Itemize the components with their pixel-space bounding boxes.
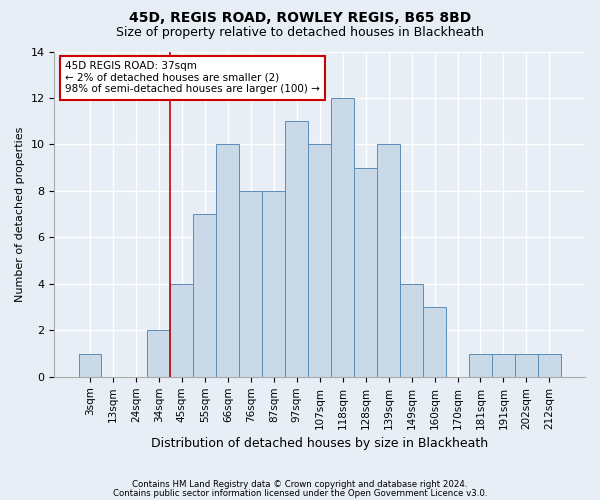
Bar — [79, 354, 101, 377]
Bar — [515, 354, 538, 377]
Text: Contains public sector information licensed under the Open Government Licence v3: Contains public sector information licen… — [113, 489, 487, 498]
Bar — [170, 284, 193, 377]
Bar — [262, 191, 285, 377]
Bar — [193, 214, 217, 377]
Bar — [469, 354, 492, 377]
Text: Contains HM Land Registry data © Crown copyright and database right 2024.: Contains HM Land Registry data © Crown c… — [132, 480, 468, 489]
Bar — [377, 144, 400, 377]
X-axis label: Distribution of detached houses by size in Blackheath: Distribution of detached houses by size … — [151, 437, 488, 450]
Text: 45D REGIS ROAD: 37sqm
← 2% of detached houses are smaller (2)
98% of semi-detach: 45D REGIS ROAD: 37sqm ← 2% of detached h… — [65, 62, 320, 94]
Bar — [308, 144, 331, 377]
Bar — [492, 354, 515, 377]
Text: 45D, REGIS ROAD, ROWLEY REGIS, B65 8BD: 45D, REGIS ROAD, ROWLEY REGIS, B65 8BD — [129, 12, 471, 26]
Bar — [217, 144, 239, 377]
Bar — [285, 121, 308, 377]
Bar — [538, 354, 561, 377]
Bar — [354, 168, 377, 377]
Bar — [239, 191, 262, 377]
Bar — [423, 307, 446, 377]
Bar — [331, 98, 354, 377]
Bar — [148, 330, 170, 377]
Y-axis label: Number of detached properties: Number of detached properties — [15, 126, 25, 302]
Bar — [400, 284, 423, 377]
Text: Size of property relative to detached houses in Blackheath: Size of property relative to detached ho… — [116, 26, 484, 39]
